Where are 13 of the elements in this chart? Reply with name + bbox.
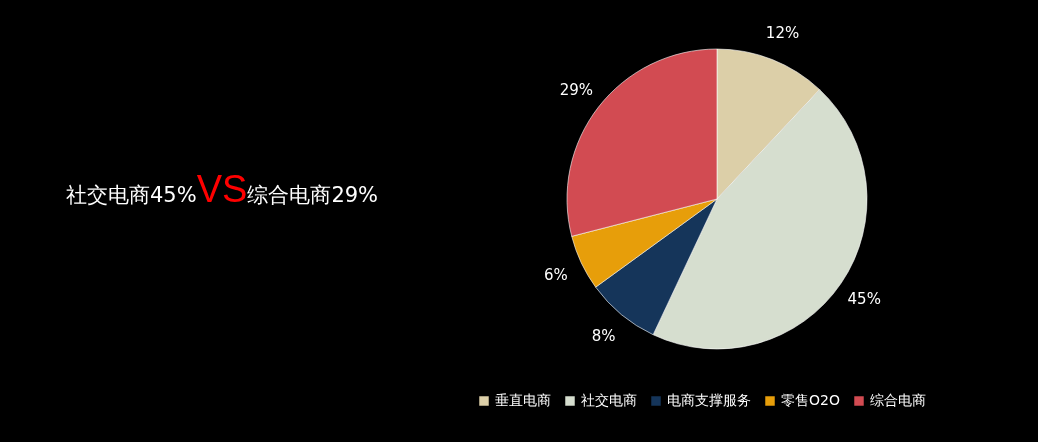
data-label: 45%: [847, 290, 881, 309]
legend-label: 社交电商: [581, 392, 637, 408]
text: VS: [196, 168, 248, 211]
text: 综合电商29%: [247, 183, 379, 209]
legend-label: 零售O2O: [781, 392, 840, 408]
legend-label: 电商支撑服务: [667, 392, 751, 408]
legend-label: 垂直电商: [495, 392, 551, 408]
text: 社交电商45%: [66, 182, 197, 209]
data-label: 12%: [765, 24, 800, 43]
data-label: 29%: [559, 80, 594, 99]
data-label: 8%: [591, 327, 616, 346]
data-label: 6%: [544, 265, 568, 284]
legend-label: 综合电商: [870, 392, 926, 408]
